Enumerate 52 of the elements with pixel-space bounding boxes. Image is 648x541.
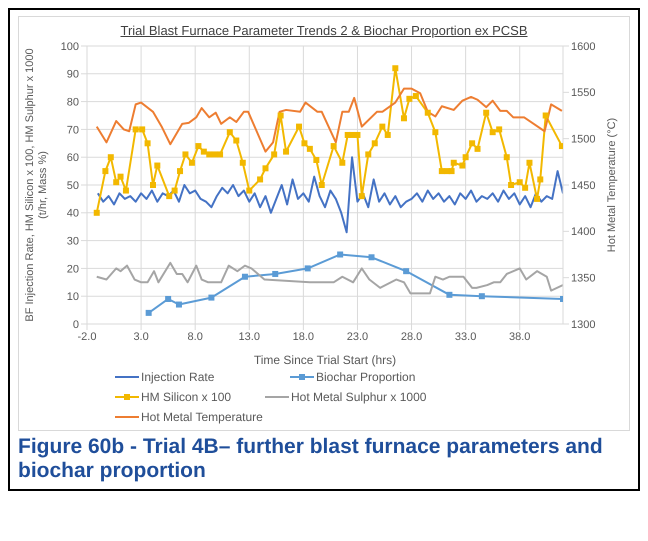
line-series xyxy=(96,156,563,234)
line-series xyxy=(96,88,563,153)
y2-tick-label: 1550 xyxy=(571,87,596,100)
x-tick-label: 28.0 xyxy=(400,330,422,343)
y-tick-label: 0 xyxy=(72,318,79,331)
y-axis-title: BF Injection Rate, HM Silicon x 100, HM Sulphur x 1000 (t/hr, Mass %) xyxy=(24,48,49,322)
point xyxy=(478,293,485,300)
y-tick-label: 70 xyxy=(66,124,79,136)
point xyxy=(242,274,248,280)
x-tick-label: 3.0 xyxy=(133,330,149,343)
point xyxy=(403,268,410,274)
legend-label: Injection Rate xyxy=(141,370,214,384)
point xyxy=(165,296,172,302)
point xyxy=(176,302,182,308)
y2-tick-label: 1400 xyxy=(571,226,596,238)
y2-tick-label: 1300 xyxy=(571,318,596,331)
y-tick-label: 20 xyxy=(66,263,79,276)
point xyxy=(446,292,452,298)
y-tick-label: 30 xyxy=(66,236,79,248)
y2-tick-label: 1500 xyxy=(571,134,596,146)
y-tick-label: 100 xyxy=(60,40,79,53)
x-tick-label: 13.0 xyxy=(238,330,260,343)
y-tick-label: 10 xyxy=(66,291,79,304)
point xyxy=(208,294,214,301)
chart-title: Trial Blast Furnace Parameter Trends 2 & Biochar Proportion ex PCSB xyxy=(119,22,529,40)
legend-label: Biochar Proportion xyxy=(316,370,416,384)
point xyxy=(304,265,311,272)
line-series xyxy=(96,262,563,294)
x-axis-title: Time Since Trial Start (hrs) xyxy=(254,353,396,367)
y-tick-label: 40 xyxy=(66,208,79,220)
legend-label: Hot Metal Temperature xyxy=(141,410,263,424)
y2-tick-label: 1600 xyxy=(571,40,596,53)
y-tick-label: 90 xyxy=(66,68,79,81)
point xyxy=(146,310,152,316)
point xyxy=(337,252,344,258)
point xyxy=(368,254,375,260)
legend-label: HM Silicon x 100 xyxy=(141,390,232,404)
caption: Figure 60b - Trial 4B– further blast furnace parameters and biochar proportion xyxy=(17,434,604,484)
legend-label: Hot Metal Sulphur x 1000 xyxy=(291,390,426,404)
y2-axis-title: Hot Metal Temperature (°C) xyxy=(606,118,618,252)
y-tick-label: 60 xyxy=(66,152,79,164)
y-tick-label: 50 xyxy=(66,180,79,192)
x-tick-label: 18.0 xyxy=(292,330,314,343)
y2-tick-label: 1350 xyxy=(571,272,596,285)
point xyxy=(272,270,278,277)
y-tick-label: 80 xyxy=(66,96,79,109)
x-tick-label: 23.0 xyxy=(346,330,368,343)
x-tick-label: 33.0 xyxy=(454,330,476,343)
y2-tick-label: 1450 xyxy=(571,180,596,192)
x-tick-label: 38.0 xyxy=(509,330,530,343)
x-tick-label: 8.0 xyxy=(188,330,203,343)
x-tick-label: -2.0 xyxy=(78,330,96,343)
